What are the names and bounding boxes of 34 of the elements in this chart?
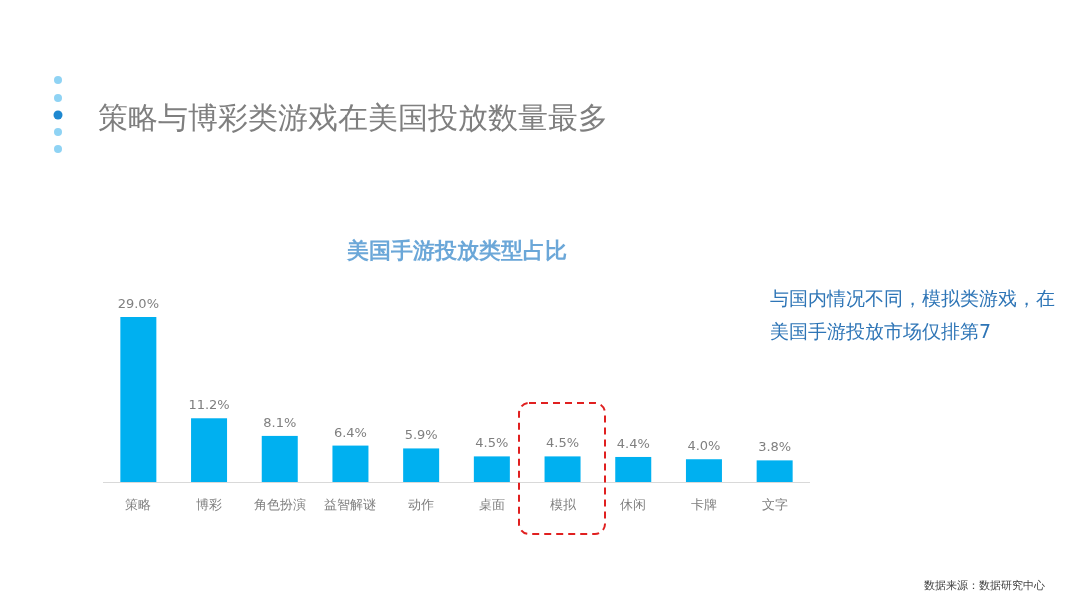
bar (332, 445, 369, 482)
x-tick-label: 休闲 (620, 497, 647, 512)
bar (473, 456, 510, 482)
chart-title: 策略与博彩类游戏在美国投放数量最多 (98, 100, 608, 135)
bar (120, 317, 157, 482)
bar (261, 435, 298, 482)
bar (403, 448, 440, 482)
data-label: 6.4% (333, 424, 367, 440)
data-label: 4.5% (546, 435, 580, 451)
data-label: 29.0% (117, 296, 160, 311)
x-tick-label: 动作 (408, 497, 435, 512)
chart-subtitle: 美国手游投放类型占比 (346, 238, 567, 263)
data-label: 8.1% (263, 414, 297, 430)
bar (615, 456, 652, 482)
bar (685, 459, 722, 482)
source-note: 数据来源：数据研究中心 (924, 579, 1045, 592)
x-tick-label: 文字 (761, 497, 788, 512)
bar (544, 456, 581, 482)
bar (756, 460, 793, 482)
data-label: 4.0% (687, 438, 721, 454)
data-label: 3.8% (758, 439, 792, 455)
annotation: 与国内情况不同，模拟类游戏，在美国手游投放市场仅排第7 (770, 286, 1056, 344)
x-tick-label: 模拟 (549, 497, 577, 512)
x-tick-label: 益智解谜 (324, 497, 377, 512)
data-label: 5.9% (404, 427, 438, 443)
x-tick-label: 角色扮演 (253, 497, 306, 512)
x-tick-label: 策略 (125, 497, 152, 512)
data-label: 11.2% (188, 397, 230, 413)
bar (191, 418, 228, 482)
x-tick-label: 桌面 (478, 497, 505, 512)
data-label: 4.4% (616, 435, 650, 451)
x-tick-label: 博彩 (196, 497, 223, 512)
data-label: 4.5% (475, 435, 509, 451)
x-tick-label: 卡牌 (690, 497, 717, 512)
